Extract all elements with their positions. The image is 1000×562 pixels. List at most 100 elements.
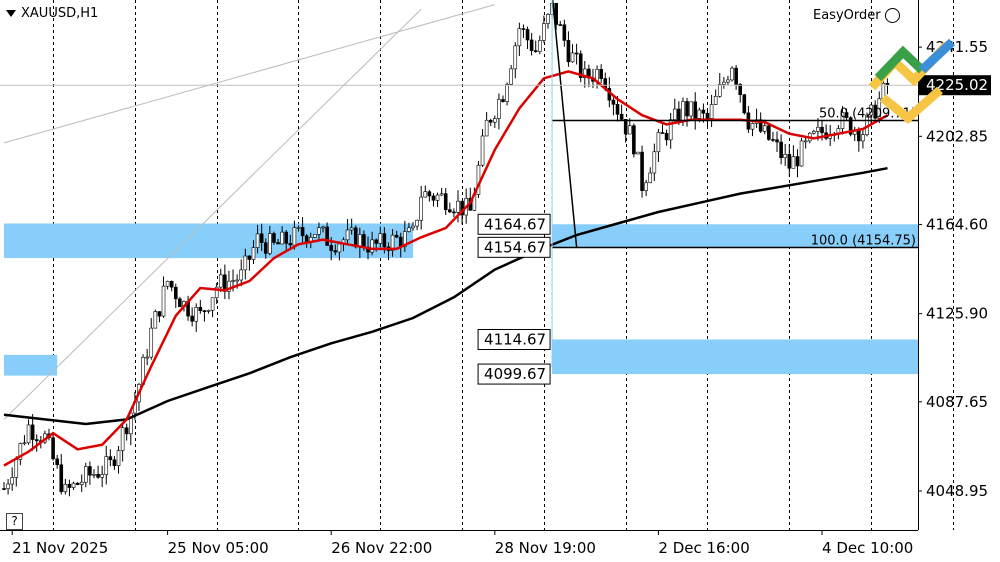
candle-body xyxy=(767,125,771,140)
candle-body xyxy=(104,456,109,475)
candle-body xyxy=(742,94,747,114)
candle-body xyxy=(284,231,289,244)
candle-body xyxy=(251,247,256,260)
candle-body xyxy=(803,140,808,143)
candle-body xyxy=(517,28,522,47)
candle-body xyxy=(795,156,800,167)
help-button[interactable]: ? xyxy=(6,513,23,530)
candle-body xyxy=(738,83,743,96)
candle-body xyxy=(685,101,689,117)
candle-body xyxy=(427,191,432,197)
candle-body xyxy=(120,427,125,451)
candle-body xyxy=(100,474,104,478)
candle-body xyxy=(255,233,260,248)
candle-body xyxy=(112,459,117,466)
candle-body xyxy=(10,477,14,485)
candle-body xyxy=(640,151,644,191)
candle-body xyxy=(235,279,239,282)
symbol-label[interactable]: XAUUSD,H1 xyxy=(6,6,98,21)
candle-body xyxy=(280,231,284,245)
candle-body xyxy=(513,45,518,70)
zone-rect xyxy=(552,339,918,375)
x-tick-label: 28 Nov 19:00 xyxy=(495,539,596,557)
grid-lines xyxy=(53,0,954,530)
candle-body xyxy=(750,123,755,130)
candle-body xyxy=(325,226,329,246)
candle-body xyxy=(439,193,444,196)
candle-body xyxy=(173,286,178,300)
ma-slow-line xyxy=(3,166,888,426)
dropdown-triangle-icon[interactable] xyxy=(6,10,16,17)
candle-body xyxy=(349,227,354,231)
y-tick-label: 4202.85 xyxy=(926,127,988,145)
candle-body xyxy=(296,227,301,229)
candle-body xyxy=(259,233,264,243)
candle-body xyxy=(272,233,276,243)
candle-body xyxy=(337,243,342,253)
candle-body xyxy=(677,108,681,122)
candle-body xyxy=(525,29,530,41)
candle-body xyxy=(313,234,317,238)
candle-body xyxy=(218,274,223,288)
candle-body xyxy=(730,67,734,81)
candle-body xyxy=(394,234,399,238)
candle-body xyxy=(26,424,31,444)
candle-body xyxy=(619,113,624,120)
candle-body xyxy=(656,132,661,153)
trend-line xyxy=(3,4,495,144)
candle-body xyxy=(157,311,162,317)
candle-body xyxy=(210,297,215,311)
candle-body xyxy=(599,69,603,79)
candle-body xyxy=(762,125,767,132)
candle-body xyxy=(623,119,628,135)
zone-label-text: 4154.67 xyxy=(484,238,546,256)
candle-body xyxy=(672,108,677,120)
candle-body xyxy=(861,134,865,142)
candle-body xyxy=(362,234,366,248)
candle-body xyxy=(791,156,796,169)
x-tick-label: 25 Nov 05:00 xyxy=(168,539,269,557)
candle-body xyxy=(452,211,456,214)
candle-body xyxy=(779,141,783,159)
candle-body xyxy=(276,242,280,245)
candle-body xyxy=(239,269,244,281)
fibonacci-retracement: 0.0 (4264.67)50.0 (4209.71)100.0 (4154.7… xyxy=(551,0,918,368)
fib-trend-line xyxy=(551,0,578,248)
candle-body xyxy=(709,104,714,119)
candle-body xyxy=(169,280,174,288)
trend-line xyxy=(3,8,422,420)
candle-body xyxy=(497,99,501,119)
candle-body xyxy=(578,53,583,78)
candle-body xyxy=(574,52,579,55)
candle-body xyxy=(329,245,334,251)
candle-body xyxy=(443,193,448,210)
zone-label-box xyxy=(477,328,551,350)
candle-body xyxy=(190,315,194,322)
candle-body xyxy=(615,104,620,115)
candle-body xyxy=(370,239,374,253)
candle-body xyxy=(570,52,575,63)
candle-body xyxy=(378,233,383,244)
support-resistance-zones xyxy=(4,223,918,376)
candle-body xyxy=(149,327,154,358)
candle-body xyxy=(701,109,706,114)
candle-body xyxy=(493,118,497,123)
candle-body xyxy=(108,456,113,461)
candle-body xyxy=(198,307,203,311)
candle-body xyxy=(2,488,6,490)
candle-body xyxy=(668,119,673,141)
candle-body xyxy=(689,101,693,117)
candle-body xyxy=(247,255,252,260)
easy-order-button[interactable]: EasyOrder xyxy=(813,8,900,23)
candle-body xyxy=(6,483,10,490)
candle-body xyxy=(227,280,231,292)
candle-body xyxy=(521,28,526,30)
candle-body xyxy=(202,310,207,312)
candle-body xyxy=(18,443,23,460)
easy-order-icon[interactable] xyxy=(884,8,900,23)
broker-logo xyxy=(868,38,956,124)
easy-order-label: EasyOrder xyxy=(813,8,881,23)
candle-body xyxy=(456,200,460,213)
